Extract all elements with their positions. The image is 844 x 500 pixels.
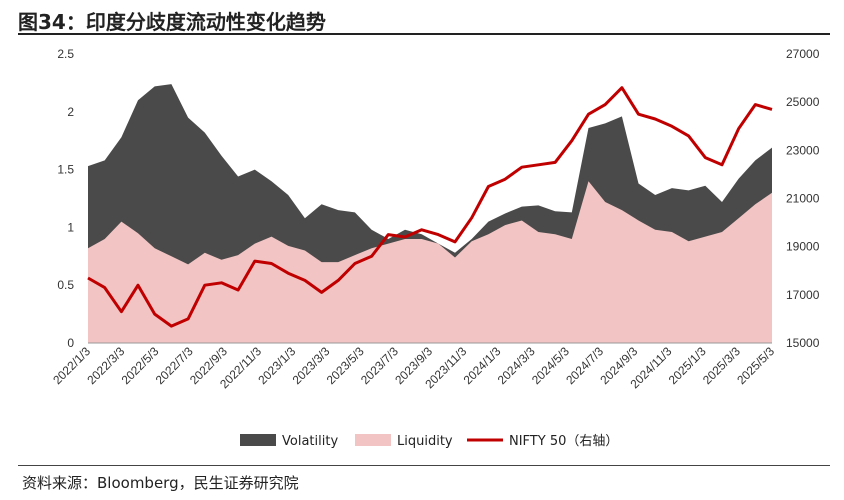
right-tick-label: 27000 bbox=[786, 47, 820, 61]
title-divider bbox=[18, 33, 830, 35]
liquidity-area bbox=[88, 181, 772, 343]
legend-label-volatility: Volatility bbox=[282, 434, 338, 449]
left-tick-label: 0.5 bbox=[57, 278, 74, 292]
right-tick-label: 25000 bbox=[786, 95, 820, 109]
chart-legend: Volatility Liquidity NIFTY 50（右轴） bbox=[240, 434, 618, 449]
right-tick-label: 17000 bbox=[786, 288, 820, 302]
left-tick-label: 1.5 bbox=[57, 163, 74, 177]
right-tick-label: 19000 bbox=[786, 240, 820, 254]
left-tick-label: 2.5 bbox=[57, 47, 74, 61]
legend-swatch-volatility bbox=[240, 434, 276, 446]
left-tick-label: 2 bbox=[67, 105, 74, 119]
x-tick-label: 2025/5/3 bbox=[734, 344, 777, 387]
source-divider bbox=[18, 465, 830, 466]
legend-label-liquidity: Liquidity bbox=[397, 434, 453, 449]
right-tick-label: 21000 bbox=[786, 192, 820, 206]
page-title: 图34：印度分歧度流动性变化趋势 bbox=[18, 10, 326, 34]
nifty-line bbox=[87, 86, 773, 328]
source-note: 资料来源：Bloomberg，民生证券研究院 bbox=[22, 474, 299, 492]
chart-areas bbox=[87, 84, 773, 343]
legend-swatch-liquidity bbox=[355, 434, 391, 446]
left-tick-label: 1 bbox=[67, 220, 74, 234]
legend-label-nifty: NIFTY 50（右轴） bbox=[509, 434, 618, 449]
right-tick-label: 15000 bbox=[786, 336, 820, 350]
right-tick-label: 23000 bbox=[786, 143, 820, 157]
left-tick-label: 0 bbox=[67, 336, 74, 350]
